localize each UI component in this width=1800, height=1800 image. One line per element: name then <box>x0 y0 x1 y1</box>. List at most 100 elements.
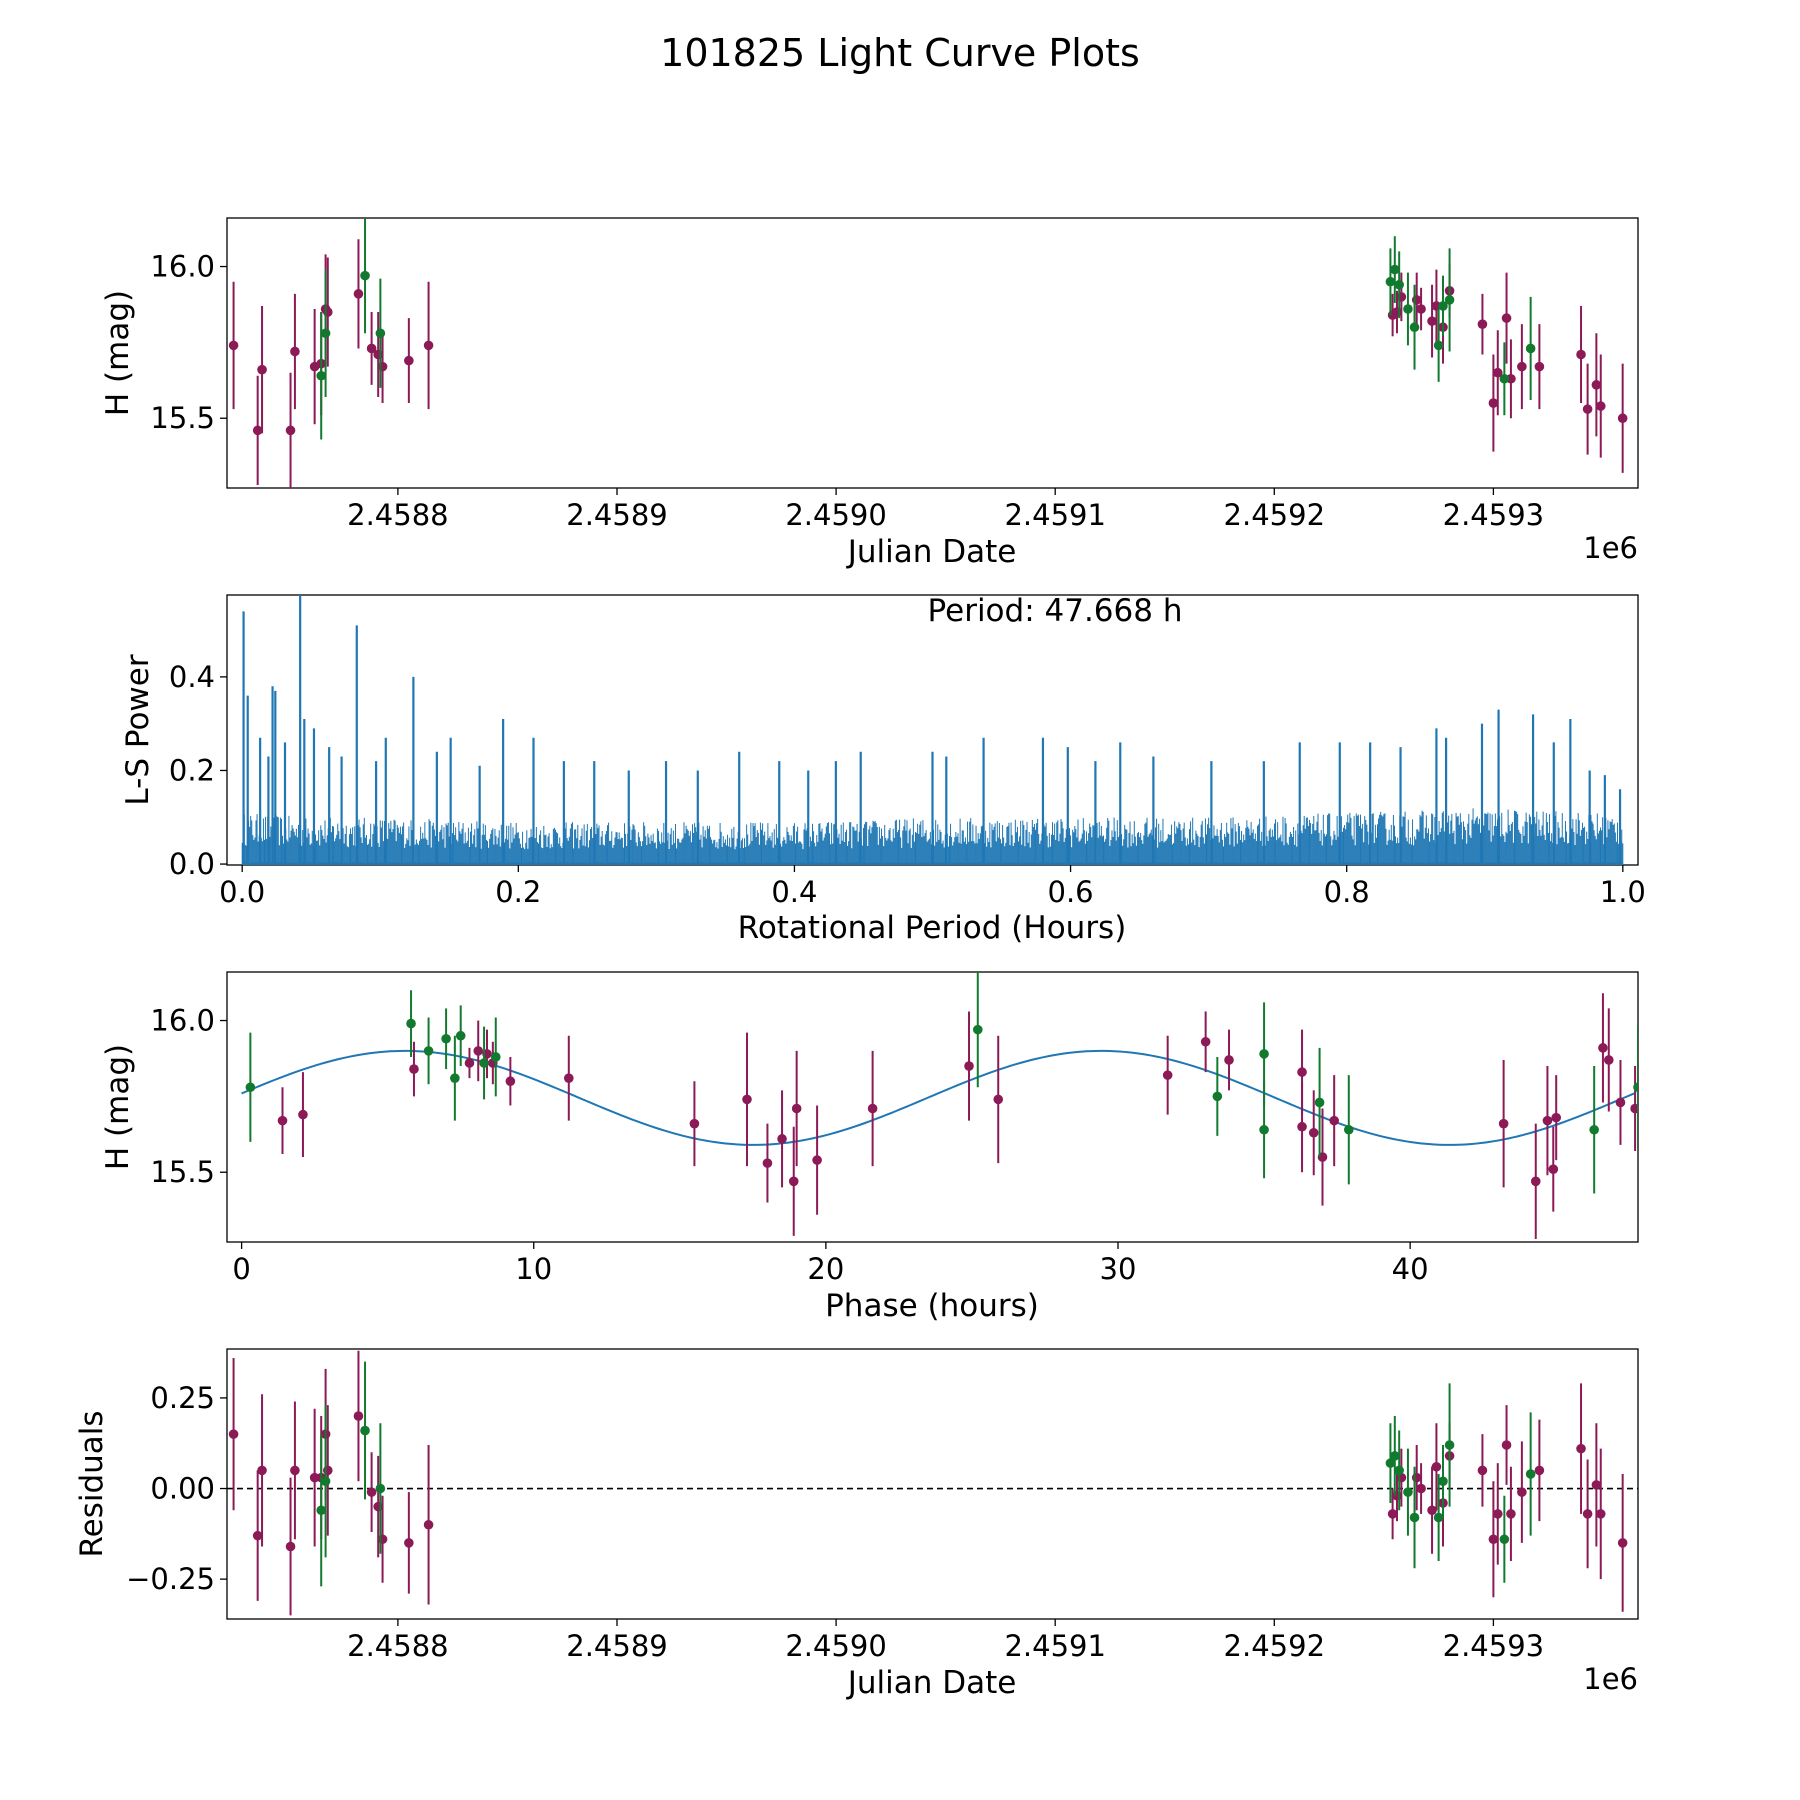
data-point <box>1595 401 1606 411</box>
data-point <box>373 349 383 360</box>
data-point <box>1499 373 1510 384</box>
data-point <box>1530 1176 1541 1187</box>
data-point <box>375 1483 386 1494</box>
data-point <box>1603 1055 1614 1065</box>
data-point <box>1488 1534 1499 1545</box>
data-point <box>1403 304 1413 314</box>
data-point <box>1431 301 1442 311</box>
data-point <box>316 1505 327 1516</box>
data-point <box>1517 1487 1527 1497</box>
data-point <box>1438 1476 1448 1487</box>
data-point <box>1212 1091 1223 1102</box>
x-tick-label: 0 <box>232 1252 250 1286</box>
data-point <box>252 1530 263 1541</box>
data-point <box>1329 1115 1339 1126</box>
data-point <box>1409 322 1420 333</box>
data-point <box>409 1064 419 1074</box>
data-point <box>441 1033 451 1044</box>
data-point <box>1501 313 1512 323</box>
data-point <box>464 1058 475 1068</box>
y-tick-label: −0.25 <box>126 1562 215 1596</box>
data-point <box>406 1018 416 1029</box>
data-point <box>1551 1112 1562 1123</box>
plot-frame <box>226 217 1639 489</box>
data-point <box>1389 264 1400 275</box>
data-point <box>1392 307 1402 317</box>
panel-phase-folded: Phase (hours) H (mag) 0 10 20 30 40 15.5 16.0 <box>100 971 1639 1324</box>
data-point <box>277 1115 288 1126</box>
data-point <box>316 370 327 381</box>
x-tick-label: 0.4 <box>771 875 817 909</box>
data-point <box>1416 304 1426 314</box>
data-point <box>1389 1451 1400 1461</box>
x-tick-label: 0.0 <box>219 875 265 909</box>
data-point <box>366 1487 377 1497</box>
x-tick-label: 0.2 <box>495 875 541 909</box>
panel-light-curve: Julian Date H (mag) 1e6 2.4588 2.4589 2.45… <box>100 217 1639 570</box>
data-point <box>1542 1115 1553 1126</box>
data-point <box>455 1030 466 1041</box>
data-point <box>1617 1538 1628 1548</box>
x-offset-label: 1e6 <box>1583 1662 1638 1696</box>
data-point <box>404 355 414 366</box>
x-tick-label: 0.6 <box>1048 875 1094 909</box>
data-point <box>320 328 331 339</box>
data-point <box>1576 1443 1586 1454</box>
data-point <box>298 1109 308 1120</box>
data-point <box>1506 1509 1516 1519</box>
data-point <box>257 1465 267 1476</box>
data-point <box>1431 1461 1442 1472</box>
x-tick-label: 10 <box>515 1252 552 1286</box>
y-tick-label: 0.4 <box>169 660 215 694</box>
data-point <box>252 425 263 436</box>
data-point <box>360 1425 370 1436</box>
x-tick-label: 2.4593 <box>1443 498 1544 532</box>
x-tick-label: 2.4588 <box>347 498 448 532</box>
y-tick-label: 16.0 <box>150 1004 215 1038</box>
plot-area <box>241 595 1624 865</box>
data-point <box>1385 276 1396 287</box>
x-tick-label: 20 <box>807 1252 844 1286</box>
data-point <box>1433 340 1444 351</box>
y-axis-label: H (mag) <box>100 290 136 416</box>
y-tick-label: 0.25 <box>150 1381 215 1415</box>
y-axis-label: Residuals <box>74 1410 110 1557</box>
x-tick-label: 2.4588 <box>347 1629 448 1663</box>
x-tick-label: 2.4590 <box>785 1629 886 1663</box>
data-point <box>377 1534 388 1545</box>
plot-frame <box>226 1348 1639 1620</box>
data-point <box>1477 319 1488 329</box>
data-point <box>1444 295 1455 305</box>
data-point <box>1591 1480 1602 1490</box>
data-point <box>353 1411 364 1421</box>
y-tick-label: 16.0 <box>150 250 215 284</box>
data-point <box>290 1465 300 1476</box>
data-point <box>1598 1043 1608 1053</box>
plot-area <box>228 218 1628 488</box>
data-point <box>1392 1490 1402 1501</box>
data-point <box>1297 1121 1307 1132</box>
panel-residuals: Julian Date Residuals 1e6 2.4588 2.4589 2.… <box>74 1348 1639 1701</box>
data-point <box>1403 1487 1413 1497</box>
data-point <box>1534 361 1545 372</box>
data-point <box>777 1134 787 1144</box>
data-point <box>404 1538 414 1548</box>
data-point <box>285 1541 296 1552</box>
data-point <box>788 1176 799 1187</box>
data-point <box>993 1094 1004 1105</box>
data-point <box>1525 1469 1536 1479</box>
data-point <box>1385 1458 1396 1468</box>
y-axis-label: H (mag) <box>100 1044 136 1170</box>
period-annotation: Period: 47.668 h <box>928 593 1183 629</box>
x-tick-label: 2.4591 <box>1004 498 1105 532</box>
x-axis-label: Julian Date <box>846 1665 1017 1701</box>
data-point <box>1534 1465 1545 1476</box>
x-tick-label: 1.0 <box>1600 875 1646 909</box>
data-point <box>867 1103 878 1114</box>
data-point <box>1548 1164 1559 1174</box>
x-tick-label: 30 <box>1100 1252 1137 1286</box>
x-tick-label: 2.4589 <box>566 1629 667 1663</box>
data-point <box>322 1465 333 1476</box>
fit-curve <box>241 1049 1635 1146</box>
x-axis-label: Phase (hours) <box>825 1288 1039 1324</box>
